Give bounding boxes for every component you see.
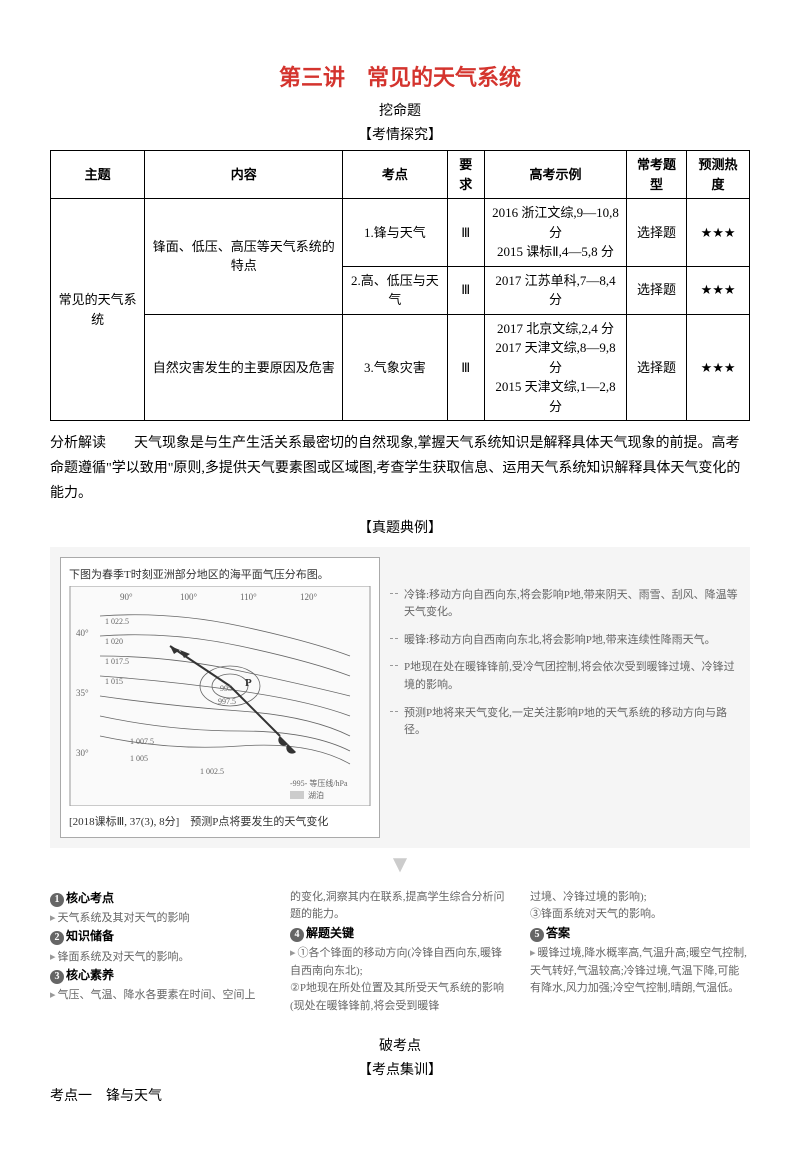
cell-req: Ⅲ: [447, 199, 484, 267]
lat-label: 30°: [76, 748, 89, 758]
isobar-label: 1 005: [130, 754, 148, 763]
column-1: 1核心考点 ▸天气系统及其对天气的影响 2知识储备 ▸锋面系统及对天气的影响。 …: [50, 889, 270, 1016]
point-one: 考点一 锋与天气: [50, 1085, 750, 1105]
annotation-item: 冷锋:移动方向自西向东,将会影响P地,带来阴天、雨雪、刮风、降温等天气变化。: [390, 587, 740, 622]
th-topic: 主题: [51, 151, 145, 199]
th-req: 要求: [447, 151, 484, 199]
th-type: 常考题型: [627, 151, 687, 199]
table-row: 常见的天气系统 锋面、低压、高压等天气系统的特点 1.锋与天气 Ⅲ 2016 浙…: [51, 199, 750, 267]
cell-example: 2017 江苏单科,7—8,4分: [484, 266, 626, 314]
literacy-head: 3核心素养: [50, 966, 270, 985]
literacy-text: ▸气压、气温、降水各要素在时间、空间上: [50, 987, 270, 1005]
core-point-head: 1核心考点: [50, 889, 270, 908]
break-point-label: 破考点: [50, 1035, 750, 1055]
cell-heat: ★★★: [687, 314, 750, 421]
legend-lake: 湖泊: [308, 790, 324, 800]
diagram-area: 下图为春季T时刻亚洲部分地区的海平面气压分布图。 90° 100° 110° 1…: [50, 547, 750, 879]
isobar-label: 995: [220, 684, 232, 693]
cell-example: 2016 浙江文综,9—10,8 分 2015 课标Ⅱ,4—5,8 分: [484, 199, 626, 267]
three-columns: 1核心考点 ▸天气系统及其对天气的影响 2知识储备 ▸锋面系统及对天气的影响。 …: [50, 889, 750, 1016]
cell-content2: 自然灾害发生的主要原因及危害: [145, 314, 343, 421]
cell-req: Ⅲ: [447, 266, 484, 314]
th-content: 内容: [145, 151, 343, 199]
knowledge-head: 2知识储备: [50, 927, 270, 946]
lon-label: 120°: [300, 592, 318, 602]
cell-heat: ★★★: [687, 266, 750, 314]
col3-cont: 过境、冷锋过境的影响); ③锋面系统对天气的影响。: [530, 889, 750, 924]
cell-type: 选择题: [627, 266, 687, 314]
isobar-label: 1 017.5: [105, 657, 129, 666]
legend-isobar: -995- 等压线/hPa: [290, 778, 348, 788]
knowledge-text: ▸锋面系统及对天气的影响。: [50, 949, 270, 967]
th-heat: 预测热度: [687, 151, 750, 199]
isobar-label: 1 007.5: [130, 737, 154, 746]
map-footer: [2018课标Ⅲ, 37(3), 8分] 预测P点将要发生的天气变化: [69, 813, 371, 829]
core-point-text: ▸天气系统及其对天气的影响: [50, 910, 270, 928]
table-row: 自然灾害发生的主要原因及危害 3.气象灾害 Ⅲ 2017 北京文综,2,4 分 …: [51, 314, 750, 421]
table-header-row: 主题 内容 考点 要求 高考示例 常考题型 预测热度: [51, 151, 750, 199]
map-caption: 下图为春季T时刻亚洲部分地区的海平面气压分布图。: [69, 566, 371, 582]
cell-topic: 常见的天气系统: [51, 199, 145, 421]
section-exam-situation: 【考情探究】: [50, 124, 750, 144]
annotation-item: P地现在处在暖锋锋前,受冷气团控制,将会依次受到暖锋过境、冷锋过境的影响。: [390, 659, 740, 694]
key-text-b: ②P地现在所处位置及其所受天气系统的影响(现处在暖锋锋前,将会受到暖锋: [290, 980, 510, 1015]
analysis-paragraph: 分析解读 天气现象是与生产生活关系最密切的自然现象,掌握天气系统知识是解释具体天…: [50, 431, 750, 507]
lat-label: 35°: [76, 688, 89, 698]
th-example: 高考示例: [484, 151, 626, 199]
p-point: P: [245, 677, 252, 689]
annotation-item: 暖锋:移动方向自西南向东北,将会影响P地,带来连续性降雨天气。: [390, 632, 740, 650]
cell-point: 2.高、低压与天气: [343, 266, 447, 314]
key-text-a: ▸①各个锋面的移动方向(冷锋自西向东,暖锋自西南向东北);: [290, 945, 510, 980]
map-box: 下图为春季T时刻亚洲部分地区的海平面气压分布图。 90° 100° 110° 1…: [60, 557, 380, 838]
annotation-item: 预测P地将来天气变化,一定关注影响P地的天气系统的移动方向与路径。: [390, 705, 740, 740]
lon-label: 110°: [240, 592, 257, 602]
isobar-label: 1 015: [105, 677, 123, 686]
cell-example: 2017 北京文综,2,4 分 2017 天津文综,8—9,8分 2015 天津…: [484, 314, 626, 421]
th-point: 考点: [343, 151, 447, 199]
diagram-container: 下图为春季T时刻亚洲部分地区的海平面气压分布图。 90° 100° 110° 1…: [50, 547, 750, 848]
answer-text: ▸暖锋过境,降水概率高,气温升高;暖空气控制,天气转好,气温较高;冷锋过境,气温…: [530, 945, 750, 998]
analysis-label: 分析解读: [50, 436, 106, 451]
isobar-label: 1 002.5: [200, 767, 224, 776]
exam-table: 主题 内容 考点 要求 高考示例 常考题型 预测热度 常见的天气系统 锋面、低压…: [50, 150, 750, 421]
cell-req: Ⅲ: [447, 314, 484, 421]
col2-cont: 的变化,洞察其内在联系,提高学生综合分析问题的能力。: [290, 889, 510, 924]
key-head: 4解题关键: [290, 924, 510, 943]
cell-point: 3.气象灾害: [343, 314, 447, 421]
isobar-label: 1 022.5: [105, 617, 129, 626]
column-2: 的变化,洞察其内在联系,提高学生综合分析问题的能力。 4解题关键 ▸①各个锋面的…: [290, 889, 510, 1016]
lecture-title: 第三讲 常见的天气系统: [50, 60, 750, 92]
annotations: 冷锋:移动方向自西向东,将会影响P地,带来阴天、雨雪、刮风、降温等天气变化。 暖…: [390, 557, 740, 838]
cell-content1: 锋面、低压、高压等天气系统的特点: [145, 199, 343, 315]
isobar-label: 997.5: [218, 697, 236, 706]
lon-label: 100°: [180, 592, 198, 602]
subtitle-dig: 挖命题: [50, 100, 750, 120]
cell-point: 1.锋与天气: [343, 199, 447, 267]
lon-label: 90°: [120, 592, 133, 602]
section-real-example: 【真题典例】: [50, 517, 750, 537]
lat-label: 40°: [76, 628, 89, 638]
cell-type: 选择题: [627, 199, 687, 267]
arrow-down-icon: ▼: [50, 852, 750, 879]
section-train: 【考点集训】: [50, 1059, 750, 1079]
answer-head: 5答案: [530, 924, 750, 943]
cell-heat: ★★★: [687, 199, 750, 267]
pressure-map: 90° 100° 110° 120° 40° 35° 30°: [69, 586, 371, 806]
isobar-label: 1 020: [105, 637, 123, 646]
cell-type: 选择题: [627, 314, 687, 421]
column-3: 过境、冷锋过境的影响); ③锋面系统对天气的影响。 5答案 ▸暖锋过境,降水概率…: [530, 889, 750, 1016]
analysis-text: 天气现象是与生产生活关系最密切的自然现象,掌握天气系统知识是解释具体天气现象的前…: [50, 436, 740, 501]
